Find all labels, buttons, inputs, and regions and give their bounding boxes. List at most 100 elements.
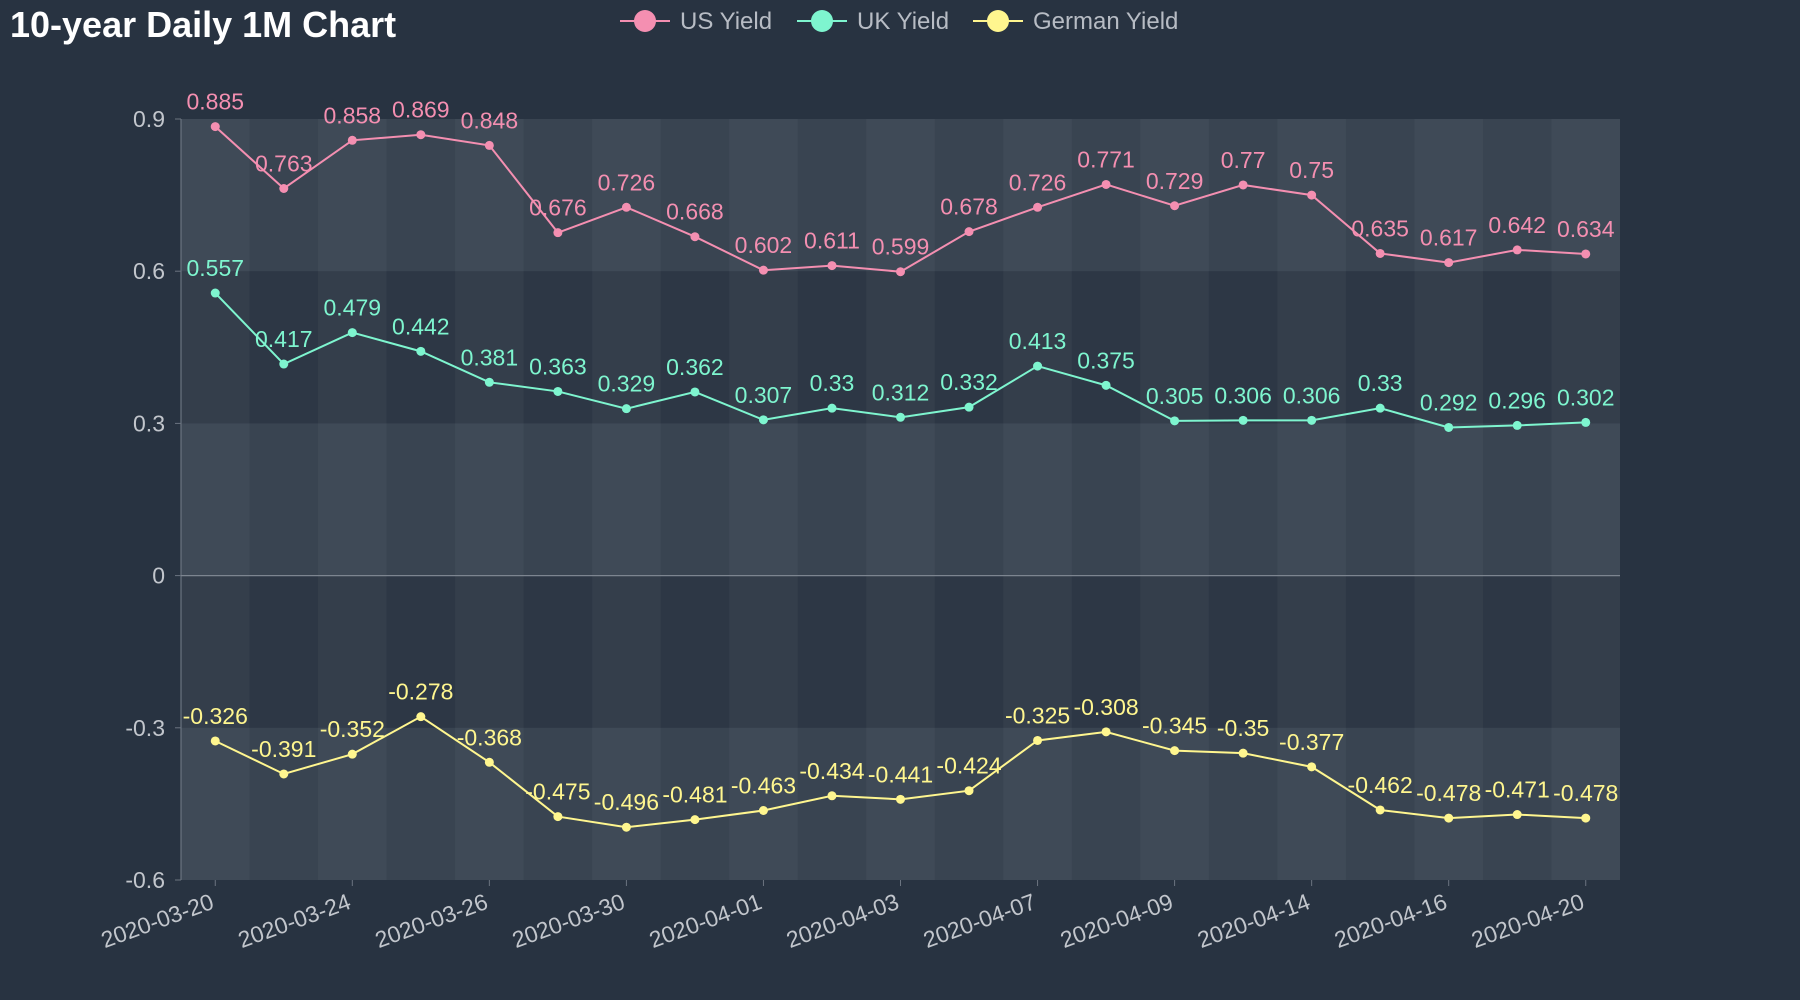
data-label: 0.885: [186, 89, 244, 115]
data-point: [1101, 380, 1111, 390]
legend-marker: [987, 10, 1009, 32]
data-point: [690, 232, 700, 242]
data-label: 0.375: [1077, 347, 1135, 373]
data-point: [416, 346, 426, 356]
data-label: 0.599: [872, 234, 930, 260]
data-point: [964, 402, 974, 412]
vertical-band: [1003, 119, 1072, 880]
data-point: [279, 184, 289, 194]
data-point: [690, 387, 700, 397]
data-label: 0.329: [598, 371, 656, 397]
data-point: [553, 386, 563, 396]
data-point: [1101, 179, 1111, 189]
series-data-labels: 0.885 0.763 0.858 0.869 0.848 0.676 0.726 0.668…: [183, 89, 1619, 816]
x-tick-label: 2020-04-09: [1057, 888, 1176, 953]
data-label: 0.668: [666, 199, 724, 225]
data-label: 0.413: [1009, 328, 1067, 354]
data-point: [1581, 813, 1591, 823]
data-point: [1307, 190, 1317, 200]
data-point: [416, 712, 426, 722]
y-tick-label: 0.9: [133, 106, 165, 132]
data-label: -0.496: [594, 789, 659, 815]
data-label: -0.478: [1553, 780, 1618, 806]
data-label: 0.75: [1289, 157, 1334, 183]
data-point: [347, 135, 357, 145]
legend-marker: [811, 10, 833, 32]
data-label: 0.479: [324, 295, 382, 321]
data-point: [621, 404, 631, 414]
x-tick-label: 2020-04-16: [1331, 888, 1450, 953]
x-axis-ticks: 2020-03-20 2020-03-24 2020-03-26 2020-03-30…: [98, 880, 1587, 953]
y-tick-label: 0.3: [133, 410, 165, 436]
data-label: -0.325: [1005, 702, 1070, 728]
x-tick-label: 2020-03-26: [372, 888, 491, 953]
data-label: 0.729: [1146, 168, 1204, 194]
data-point: [621, 202, 631, 212]
chart-title: 10-year Daily 1M Chart: [10, 4, 397, 45]
data-point: [1170, 746, 1180, 756]
data-label: 0.306: [1214, 382, 1272, 408]
data-label: 0.33: [1358, 370, 1403, 396]
data-point: [964, 227, 974, 237]
data-label: 0.306: [1283, 382, 1341, 408]
x-tick-label: 2020-03-24: [235, 888, 355, 953]
y-tick-label: 0: [152, 563, 165, 589]
data-point: [1375, 248, 1385, 258]
data-point: [416, 130, 426, 140]
data-label: -0.434: [799, 758, 864, 784]
data-label: 0.307: [735, 382, 793, 408]
horizontal-band: [181, 423, 1620, 576]
data-point: [1238, 180, 1248, 190]
grid-bands: [181, 119, 1620, 880]
data-label: 0.848: [461, 107, 519, 133]
data-point: [896, 412, 905, 422]
data-point: [827, 403, 837, 413]
data-label: -0.463: [731, 772, 796, 798]
data-point: [1307, 762, 1317, 772]
data-label: 0.726: [598, 169, 656, 195]
data-label: 0.292: [1420, 389, 1478, 415]
data-point: [484, 757, 494, 767]
data-label: 0.726: [1009, 169, 1067, 195]
data-point: [1307, 415, 1317, 425]
legend-marker: [634, 10, 656, 32]
data-point: [1101, 727, 1111, 737]
data-label: -0.481: [662, 782, 727, 808]
data-point: [827, 261, 837, 271]
plot-area: [181, 119, 1620, 880]
data-point: [1581, 249, 1591, 259]
data-label: 0.363: [529, 353, 587, 379]
data-label: -0.345: [1142, 713, 1207, 739]
data-point: [758, 805, 768, 815]
x-tick-label: 2020-04-14: [1194, 888, 1314, 953]
data-label: 0.332: [940, 369, 998, 395]
data-label: -0.352: [320, 716, 385, 742]
data-point: [758, 265, 768, 275]
x-tick-label: 2020-04-20: [1468, 888, 1587, 953]
data-label: 0.296: [1488, 387, 1546, 413]
data-point: [758, 415, 768, 425]
data-label: 0.33: [810, 370, 855, 396]
x-tick-label: 2020-03-30: [509, 888, 628, 953]
data-label: 0.635: [1351, 215, 1409, 241]
data-point: [279, 769, 289, 779]
data-point: [279, 359, 289, 369]
data-label: -0.35: [1217, 715, 1269, 741]
horizontal-band: [181, 727, 1620, 880]
data-label: -0.391: [251, 736, 316, 762]
legend-label: UK Yield: [857, 8, 949, 35]
data-point: [553, 228, 563, 238]
data-point: [896, 794, 905, 804]
data-label: -0.326: [183, 703, 248, 729]
data-point: [210, 122, 220, 132]
data-label: 0.678: [940, 194, 998, 220]
data-point: [896, 267, 905, 277]
data-point: [1512, 245, 1522, 255]
vertical-band: [181, 119, 250, 880]
data-point: [827, 791, 837, 801]
data-point: [210, 736, 220, 746]
vertical-band: [592, 119, 661, 880]
x-tick-label: 2020-04-01: [646, 888, 765, 953]
data-point: [1170, 416, 1180, 426]
data-label: -0.478: [1416, 780, 1481, 806]
